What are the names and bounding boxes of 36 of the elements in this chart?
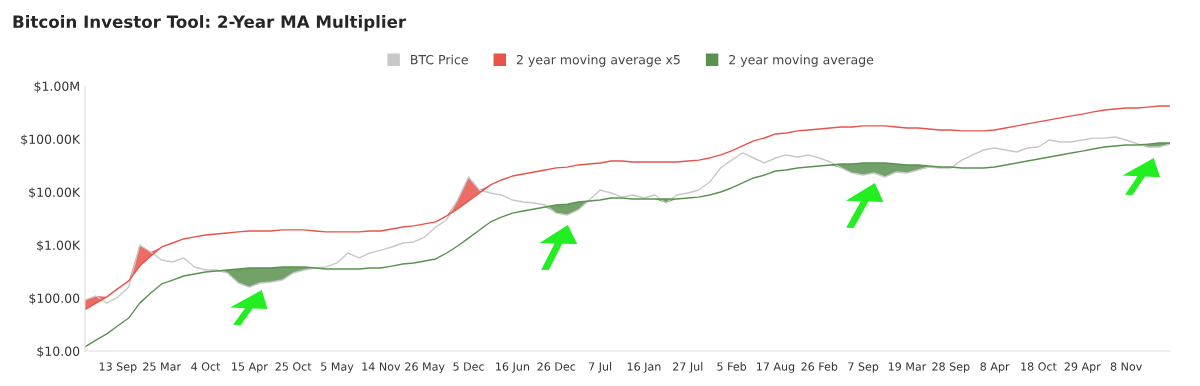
x-tick-label: 26 Feb — [801, 362, 838, 371]
legend-label: 2 year moving average x5 — [516, 54, 680, 67]
y-tick-label: $10.00K — [29, 187, 81, 199]
line-series — [84, 142, 1170, 348]
y-tick-label: $100.00 — [29, 293, 80, 305]
y-tick-label: $1.00K — [37, 240, 81, 252]
x-tick-label: 26 May — [405, 362, 445, 373]
y-tick-label: $100.00K — [21, 134, 81, 146]
x-tick-label: 29 Apr — [1064, 362, 1101, 373]
x-tick-label: 27 Jul — [673, 362, 703, 373]
line-series — [84, 105, 1170, 311]
x-tick-label: 25 Mar — [143, 362, 181, 371]
x-tick-label: 16 Jun — [496, 362, 529, 373]
x-tick-label: 17 Aug — [756, 362, 795, 373]
x-tick-label: 7 Jul — [588, 362, 612, 373]
x-tick-label: 13 Sep — [99, 362, 137, 373]
x-tick-label: 15 Apr — [232, 362, 268, 373]
x-tick-label: 25 Oct — [275, 362, 312, 371]
x-tick-label: 19 Mar — [888, 362, 927, 371]
x-tick-label: 5 May — [321, 362, 354, 373]
y-tick-label: $1.00M — [34, 81, 79, 93]
legend-label: BTC Price — [411, 54, 468, 65]
x-tick-label: 16 Jan — [627, 362, 661, 373]
x-tick-label: 26 Dec — [537, 362, 576, 371]
x-tick-label: 28 Sep — [932, 362, 970, 373]
x-tick-label: 7 Sep — [848, 362, 879, 373]
chart-title: Bitcoin Investor Tool: 2-Year MA Multiplier — [13, 15, 407, 32]
x-tick-label: 5 Feb — [717, 362, 747, 371]
x-tick-label: 8 Nov — [1110, 362, 1142, 371]
x-tick-label: 14 Nov — [362, 362, 401, 371]
x-tick-label: 8 Apr — [980, 362, 1010, 373]
legend-label: 2 year moving average — [729, 54, 874, 67]
x-tick-label: 18 Oct — [1021, 362, 1057, 371]
y-tick-label: $10.00 — [37, 346, 80, 358]
x-tick-label: 4 Oct — [191, 362, 221, 371]
x-tick-label: 5 Dec — [453, 362, 484, 371]
